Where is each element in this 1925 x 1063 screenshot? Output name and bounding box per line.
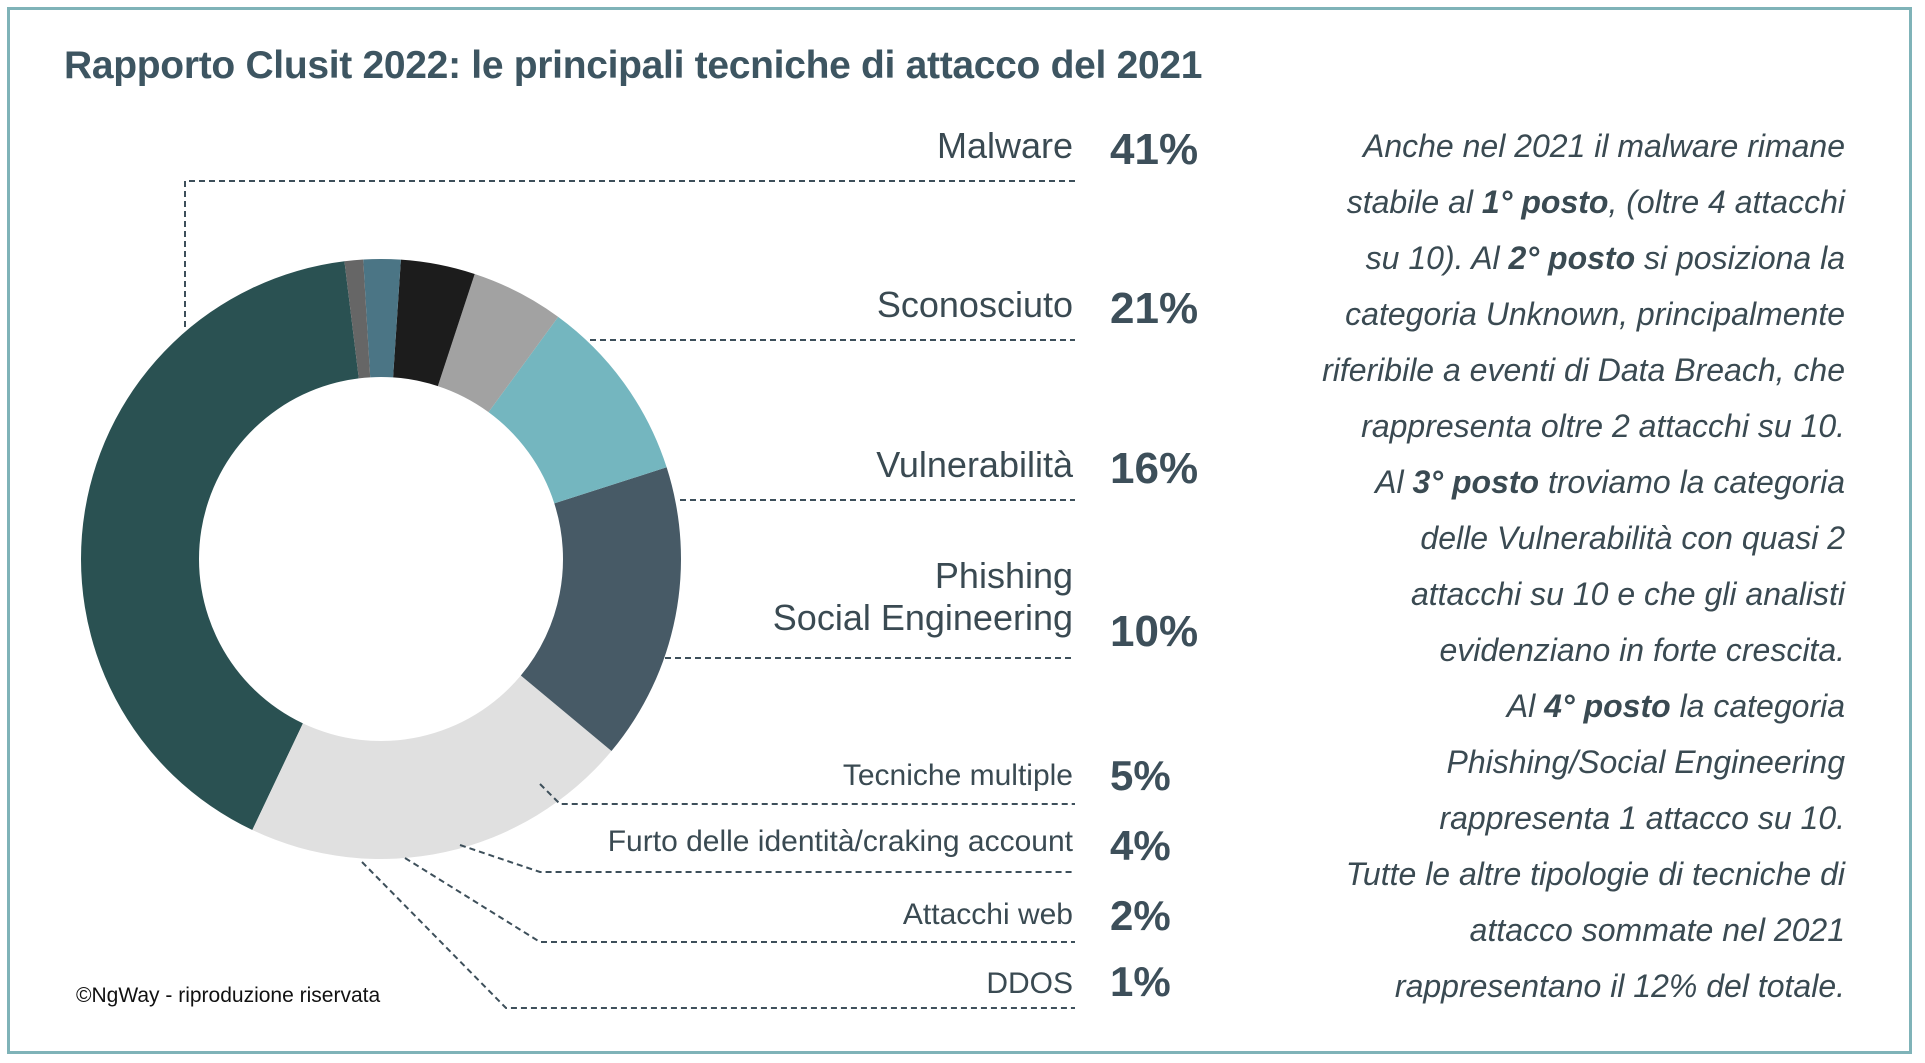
label-vulnerabilita: Vulnerabilità [876,444,1073,485]
commentary-line: categoria Unknown, principalmente [1345,296,1845,332]
leader-line-malware [184,180,1075,327]
pct-phishing-social-engineering: 10% [1110,607,1199,656]
slice-malware [80,261,359,831]
label-sconosciuto: Sconosciuto [876,284,1073,325]
commentary-line: Phishing/Social Engineering [1446,744,1845,780]
commentary-line: delle Vulnerabilità con quasi 2 [1420,520,1845,556]
label-malware: Malware [936,125,1073,166]
pct-tecniche-multiple: 5% [1110,752,1171,799]
commentary-text: Anche nel 2021 il malware rimane stabile … [1240,118,1845,1014]
pct-malware: 41% [1110,125,1199,174]
commentary-line: evidenziano in forte crescita. [1439,632,1845,668]
leader-line-tecniche-multiple [539,783,1075,805]
commentary-line: rappresentano il 12% del totale. [1394,968,1845,1004]
commentary-line: Al 3° posto troviamo la categoria [1375,464,1845,500]
commentary-line: Al 4° posto la categoria [1506,688,1845,724]
pct-ddos: 1% [1110,958,1171,1005]
commentary-line: su 10). Al 2° posto si posiziona la [1365,240,1845,276]
label-furto-delle-identita-craking-account: Furto delle identità/craking account [607,825,1073,858]
commentary-line: Tutte le altre tipologie di tecniche di [1345,856,1845,892]
commentary-line: rappresenta 1 attacco su 10. [1439,800,1845,836]
label-ddos: DDOS [986,967,1073,1000]
slice-vulnerabilita [520,467,681,752]
commentary-line: attacchi su 10 e che gli analisti [1410,576,1845,612]
chart-frame [7,7,1912,1054]
pct-furto-delle-identita-craking-account: 4% [1110,822,1171,869]
chart-title: Rapporto Clusit 2022: le principali tecn… [64,44,1203,87]
leader-line-attacchi-web [404,857,1075,943]
label-tecniche-multiple: Tecniche multiple [842,759,1073,792]
slice-attacchi-web [363,259,401,378]
slice-sconosciuto [252,675,612,859]
copyright-notice: ©NgWay - riproduzione riservata [76,984,381,1007]
commentary-line: stabile al 1° posto, (oltre 4 attacchi [1346,184,1845,220]
pct-attacchi-web: 2% [1110,892,1171,939]
commentary-line: Anche nel 2021 il malware rimane [1362,128,1845,164]
slice-furto-delle-identita-craking-account [393,259,475,387]
slice-phishing-social-engineering [488,316,667,504]
leader-line-furto-delle-identita-craking-account [459,844,1075,873]
slice-tecniche-multiple [437,274,559,413]
slice-ddos [344,259,371,379]
commentary-line: rappresenta oltre 2 attacchi su 10. [1361,408,1845,444]
label-attacchi-web: Attacchi web [902,898,1073,931]
pct-sconosciuto: 21% [1110,284,1199,333]
commentary-line: riferibile a eventi di Data Breach, che [1322,352,1845,388]
leader-line-ddos [361,861,1075,1009]
pct-vulnerabilita: 16% [1110,444,1199,493]
commentary-line: attacco sommate nel 2021 [1469,912,1845,948]
label-phishing-social-engineering: Phishing Social Engineering [772,555,1073,639]
